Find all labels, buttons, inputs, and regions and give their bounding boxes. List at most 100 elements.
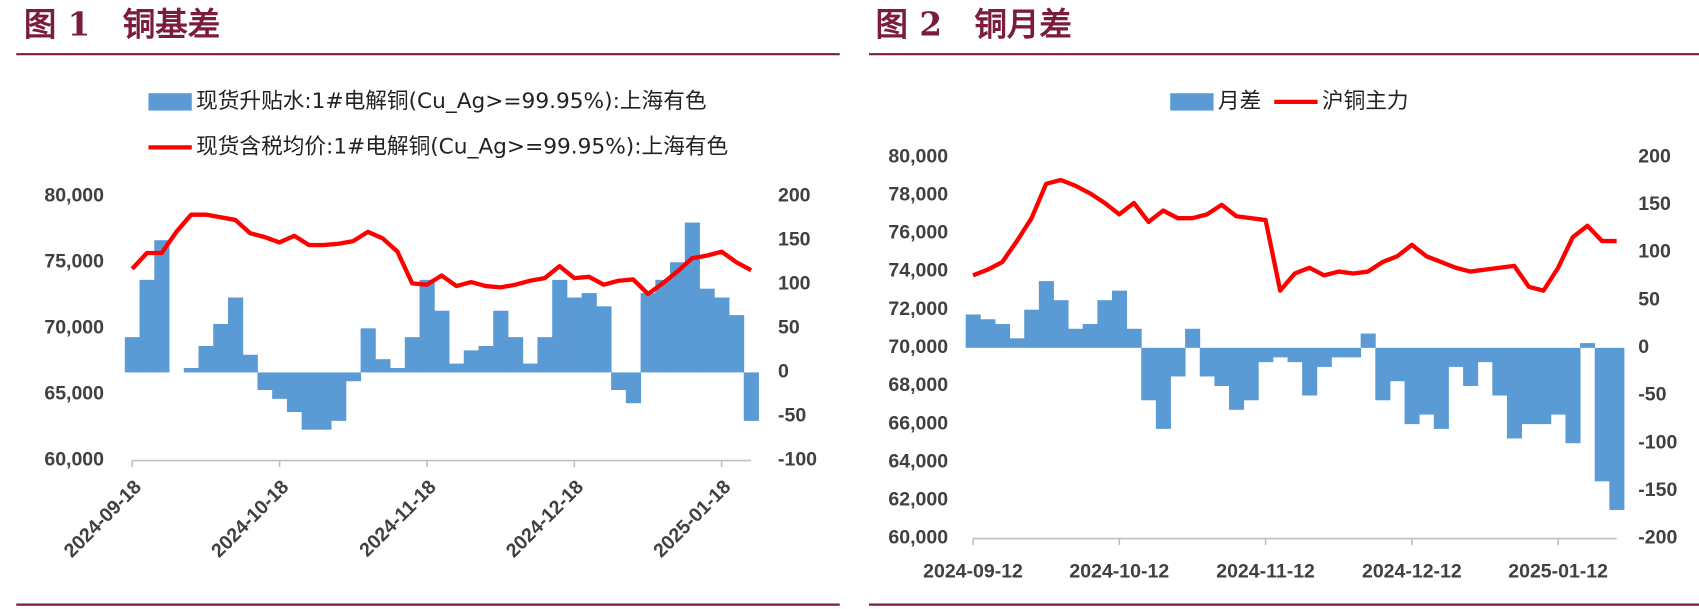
bar: [1229, 347, 1245, 410]
bar: [1492, 347, 1508, 396]
bar: [154, 240, 170, 373]
bar: [1506, 347, 1523, 439]
bar: [1477, 347, 1493, 363]
bar: [301, 372, 317, 430]
bar: [493, 310, 509, 373]
y2-tick-label: -50: [778, 405, 806, 427]
bar: [1375, 347, 1391, 401]
bar: [1550, 347, 1566, 415]
y-tick-label: 70,000: [44, 316, 104, 338]
bar: [699, 288, 715, 373]
bar: [419, 279, 435, 373]
x-tick-label: 2024-10-12: [1069, 560, 1169, 582]
y-tick-label: 75,000: [44, 250, 104, 272]
bar: [331, 372, 347, 421]
bar: [581, 293, 597, 373]
bar: [1082, 324, 1098, 348]
x-tick-label: 2024-12-18: [502, 476, 588, 562]
bar: [522, 363, 538, 373]
bar: [552, 279, 568, 373]
y2-tick-label: 50: [778, 316, 800, 338]
bar: [714, 297, 730, 373]
bar: [183, 367, 199, 373]
bar: [1214, 347, 1230, 386]
bar: [286, 372, 303, 413]
bar: [1389, 347, 1405, 382]
legend-label: 月差: [1218, 89, 1261, 114]
bar: [1433, 347, 1449, 429]
bar: [1287, 347, 1303, 363]
bar: [670, 262, 686, 373]
bar: [743, 372, 759, 421]
legend-label: 沪铜主力: [1322, 89, 1409, 114]
bar: [1053, 300, 1069, 348]
bar: [980, 319, 996, 348]
bar: [1609, 347, 1625, 510]
bar: [1126, 328, 1142, 348]
bar: [537, 337, 553, 373]
y2-tick-label: 100: [1638, 241, 1671, 263]
y-tick-label: 65,000: [44, 383, 104, 405]
y2-tick-label: 150: [1638, 193, 1671, 215]
bar: [1038, 281, 1054, 348]
y-tick-label: 66,000: [888, 412, 948, 434]
legend-swatch: [148, 93, 192, 111]
bar: [1111, 290, 1128, 348]
line: [130, 212, 753, 297]
bar: [1316, 347, 1332, 367]
x-tick-label: 2025-01-12: [1508, 560, 1608, 582]
bar: [390, 367, 406, 373]
y-tick-label: 68,000: [888, 374, 948, 396]
bar: [345, 372, 362, 382]
chart-title: 图 1 铜基差: [24, 5, 220, 44]
bar: [1580, 343, 1596, 348]
bar: [566, 297, 583, 373]
bar: [1419, 347, 1435, 415]
bar: [994, 324, 1011, 348]
bar: [1258, 347, 1274, 363]
bar: [434, 310, 450, 373]
bar: [507, 337, 524, 373]
bar: [213, 323, 229, 373]
y-tick-label: 76,000: [888, 222, 948, 244]
bar: [611, 372, 627, 391]
bar: [729, 315, 745, 373]
y-tick-label: 72,000: [888, 298, 948, 320]
bar: [596, 306, 612, 373]
x-tick-label: 2024-09-12: [923, 560, 1023, 582]
bar: [1346, 347, 1362, 358]
y2-tick-label: -150: [1638, 479, 1677, 501]
bar: [1068, 328, 1084, 348]
bar: [139, 279, 155, 373]
x-tick-label: 2024-12-12: [1362, 560, 1462, 582]
y-tick-label: 74,000: [888, 260, 948, 282]
bar: [1565, 347, 1581, 444]
x-tick-label: 2025-01-18: [649, 476, 735, 562]
bar: [463, 350, 479, 373]
bar: [316, 372, 332, 430]
bar: [1463, 347, 1479, 386]
legend-label: 现货含税均价:1#电解铜(Cu_Ag>=99.95%):上海有色: [196, 134, 728, 159]
y-tick-label: 62,000: [888, 489, 948, 511]
y2-tick-label: 200: [778, 184, 811, 206]
bar: [1272, 347, 1288, 358]
y2-tick-label: 50: [1638, 288, 1660, 310]
y2-tick-label: 0: [778, 361, 789, 383]
y2-tick-label: -50: [1638, 384, 1666, 406]
x-tick-label: 2024-09-18: [60, 476, 146, 562]
y2-tick-label: 100: [778, 272, 811, 294]
bar: [1024, 309, 1040, 348]
chart-title: 图 2 铜月差: [876, 5, 1072, 44]
y-tick-label: 80,000: [44, 184, 104, 206]
bar: [449, 363, 465, 373]
bar: [684, 222, 700, 373]
y-tick-label: 78,000: [888, 183, 948, 205]
x-tick-label: 2024-10-18: [207, 476, 293, 562]
y-tick-label: 60,000: [888, 527, 948, 549]
bar: [1009, 338, 1025, 348]
bar: [1448, 347, 1464, 367]
bar: [1199, 347, 1215, 377]
bar: [375, 359, 391, 373]
y2-tick-label: -200: [1638, 527, 1677, 549]
bar: [478, 345, 494, 373]
